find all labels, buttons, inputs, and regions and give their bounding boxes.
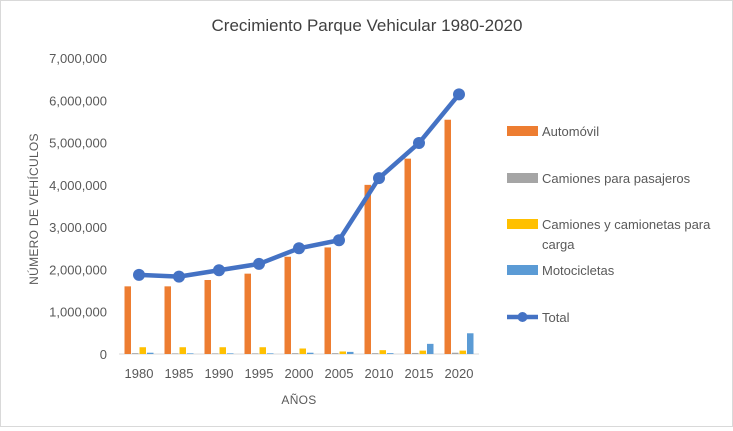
legend-item: Camiones para pasajeros	[507, 171, 691, 186]
bar	[452, 352, 459, 354]
bar	[419, 350, 426, 354]
x-tick-label: 1980	[125, 366, 154, 381]
bar	[124, 286, 131, 354]
legend-item: Motocicletas	[507, 263, 615, 278]
bar	[147, 352, 154, 354]
bar	[292, 353, 299, 354]
bar	[307, 352, 314, 354]
y-axis-ticks: 0 1,000,000 2,000,000 3,000,000 4,000,000 5,0…	[49, 51, 107, 362]
legend-label: Camiones para pasajeros	[542, 171, 691, 186]
y-axis-title: NÚMERO DE VEHÍCULOS	[26, 133, 41, 285]
bar	[267, 353, 274, 354]
bar	[427, 343, 434, 354]
bar	[379, 350, 386, 354]
legend-swatch	[507, 265, 538, 275]
x-tick-label: 1985	[165, 366, 194, 381]
bar-series	[132, 352, 459, 354]
bar	[299, 348, 306, 354]
x-tick-label: 1990	[205, 366, 234, 381]
bar	[467, 333, 474, 354]
y-tick-label: 5,000,000	[49, 136, 107, 151]
legend-label: Camiones y camionetas para carga	[542, 217, 711, 252]
bar	[404, 158, 411, 354]
x-tick-label: 2015	[405, 366, 434, 381]
total-point	[453, 88, 465, 101]
legend-swatch	[507, 126, 538, 136]
bar	[332, 353, 339, 354]
x-axis-title: AÑOS	[281, 393, 316, 407]
bar-series	[139, 347, 466, 354]
bar	[364, 184, 371, 354]
y-tick-label: 3,000,000	[49, 220, 107, 235]
bar	[324, 247, 331, 354]
bar	[444, 119, 451, 354]
bar	[179, 347, 186, 354]
bar	[164, 286, 171, 354]
x-tick-label: 2000	[285, 366, 314, 381]
bar	[412, 352, 419, 354]
total-point	[133, 268, 145, 281]
y-tick-label: 0	[100, 347, 107, 362]
total-point	[213, 264, 225, 277]
bar-series	[147, 333, 474, 354]
bar	[244, 273, 251, 354]
bar-series	[124, 119, 451, 354]
total-point	[253, 257, 265, 270]
bar	[252, 353, 259, 354]
total-point	[413, 136, 425, 149]
legend-swatch	[507, 173, 538, 183]
legend-item: Camiones y camionetas para carga	[507, 217, 711, 252]
legend-label: Total	[542, 310, 570, 325]
bar	[347, 351, 354, 354]
bar	[204, 280, 211, 354]
total-point	[173, 270, 185, 283]
bar	[139, 347, 146, 354]
bar	[132, 353, 139, 354]
y-tick-label: 7,000,000	[49, 51, 107, 66]
bar	[284, 256, 291, 354]
bar	[372, 353, 379, 354]
total-point	[333, 234, 345, 247]
bar	[212, 353, 219, 354]
y-tick-label: 6,000,000	[49, 93, 107, 108]
bar	[219, 347, 226, 354]
x-axis-ticks: 1980 1985 1990 1995 2000 2005 2010 2015 2020	[125, 366, 474, 381]
bar	[339, 351, 346, 354]
y-tick-label: 4,000,000	[49, 178, 107, 193]
bar	[459, 350, 466, 354]
y-tick-label: 2,000,000	[49, 262, 107, 277]
x-tick-label: 2020	[445, 366, 474, 381]
total-point	[293, 242, 305, 255]
total-line-group	[133, 88, 465, 283]
legend-swatch	[507, 219, 538, 229]
bar	[227, 353, 234, 354]
x-tick-label: 1995	[245, 366, 274, 381]
x-tick-label: 2005	[325, 366, 354, 381]
x-tick-label: 2010	[365, 366, 394, 381]
legend-label: Motocicletas	[542, 263, 615, 278]
bar	[172, 353, 179, 354]
y-tick-label: 1,000,000	[49, 305, 107, 320]
bar-series-group	[124, 119, 474, 354]
legend: Automóvil Camiones para pasajeros Camiones…	[507, 124, 711, 325]
legend-item: Automóvil	[507, 124, 599, 139]
bar	[187, 353, 194, 354]
bar	[387, 353, 394, 354]
legend-label: Automóvil	[542, 124, 599, 139]
bar	[259, 347, 266, 354]
legend-swatch-marker	[517, 312, 528, 322]
legend-item: Total	[507, 310, 570, 325]
total-point	[373, 172, 385, 185]
chart-title: Crecimiento Parque Vehicular 1980-2020	[212, 16, 523, 35]
